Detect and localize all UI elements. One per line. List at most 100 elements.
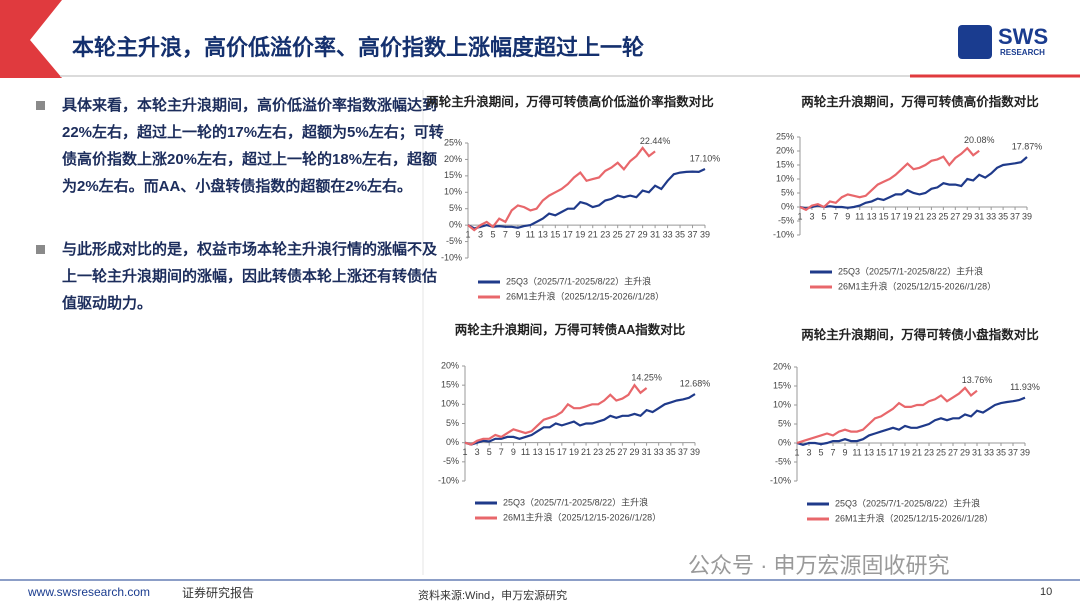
value-label: 14.25%: [631, 372, 662, 382]
x-tick-label: 13: [538, 230, 548, 240]
y-tick-label: 5%: [778, 418, 791, 428]
bullet-text: 具体来看，本轮主升浪期间，高价低溢价率指数涨幅达到22%左右，超过上一轮的17%…: [62, 97, 444, 195]
x-tick-label: 39: [690, 447, 700, 457]
y-tick-label: 0%: [446, 437, 459, 447]
x-tick-label: 13: [867, 211, 877, 221]
x-tick-label: 13: [533, 447, 543, 457]
x-tick-label: 5: [487, 447, 492, 457]
series-line: [796, 386, 978, 445]
x-tick-label: 33: [654, 447, 664, 457]
y-tick-label: -10%: [773, 229, 794, 239]
legend-label: 26M1主升浪（2025/12/15-2026//1/28）: [838, 280, 996, 291]
logo-icon: [958, 25, 992, 59]
x-tick-label: 33: [984, 447, 994, 457]
y-tick-label: 10%: [773, 399, 791, 409]
x-tick-label: 3: [806, 447, 811, 457]
x-tick-label: 9: [511, 447, 516, 457]
x-tick-label: 7: [503, 230, 508, 240]
series-line: [799, 156, 1028, 210]
legend-label: 25Q3（2025/7/1-2025/8/22）主升浪: [835, 497, 980, 508]
x-tick-label: 1: [797, 211, 802, 221]
y-tick-label: -10%: [438, 475, 459, 485]
y-tick-label: -5%: [443, 456, 459, 466]
y-tick-label: 20%: [441, 360, 459, 370]
watermark: 公众号 · 申万宏源固收研究: [688, 553, 950, 578]
value-label: 13.76%: [962, 375, 993, 385]
y-tick-label: 15%: [773, 380, 791, 390]
bullet-text: 与此形成对比的是，权益市场本轮主升浪行情的涨幅不及上一轮主升浪期间的涨幅，因此转…: [62, 241, 438, 312]
x-tick-label: 21: [588, 230, 598, 240]
y-tick-label: -5%: [446, 236, 462, 246]
y-tick-label: 15%: [444, 170, 462, 180]
chart-title: 两轮主升浪期间，万得可转债小盘指数对比: [801, 328, 1039, 342]
legend-label: 25Q3（2025/7/1-2025/8/22）主升浪: [506, 275, 651, 286]
x-tick-label: 37: [1010, 211, 1020, 221]
x-tick-label: 21: [914, 211, 924, 221]
chart-title: 两轮主升浪期间，万得可转债AA指数对比: [454, 323, 686, 337]
legend-label: 26M1主升浪（2025/12/15-2026//1/28）: [503, 511, 661, 522]
y-tick-label: 10%: [444, 187, 462, 197]
y-tick-label: 15%: [441, 380, 459, 390]
y-tick-label: 0%: [781, 201, 794, 211]
y-tick-label: 5%: [449, 203, 462, 213]
x-tick-label: 37: [1008, 447, 1018, 457]
footer-website: www.swsresearch.com: [28, 585, 151, 599]
x-tick-label: 1: [465, 230, 470, 240]
y-tick-label: -10%: [770, 475, 791, 485]
y-tick-label: 5%: [446, 418, 459, 428]
x-tick-label: 31: [642, 447, 652, 457]
x-tick-label: 25: [936, 447, 946, 457]
x-tick-label: 37: [688, 230, 698, 240]
x-tick-label: 17: [557, 447, 567, 457]
x-tick-label: 3: [475, 447, 480, 457]
y-tick-label: 10%: [441, 399, 459, 409]
x-tick-label: 15: [550, 230, 560, 240]
x-tick-label: 9: [842, 447, 847, 457]
x-tick-label: 25: [605, 447, 615, 457]
x-tick-label: 31: [650, 230, 660, 240]
x-tick-label: 35: [675, 230, 685, 240]
x-tick-label: 31: [972, 447, 982, 457]
x-tick-label: 27: [625, 230, 635, 240]
x-tick-label: 15: [545, 447, 555, 457]
series-line: [464, 393, 696, 446]
x-tick-label: 11: [521, 447, 530, 457]
x-tick-label: 39: [1022, 211, 1032, 221]
x-tick-label: 15: [876, 447, 886, 457]
x-tick-label: 7: [499, 447, 504, 457]
value-label: 17.10%: [690, 153, 721, 163]
x-tick-label: 11: [852, 447, 861, 457]
y-tick-label: 5%: [781, 187, 794, 197]
y-tick-label: 20%: [444, 154, 462, 164]
x-tick-label: 17: [891, 211, 901, 221]
x-tick-label: 11: [855, 211, 864, 221]
x-tick-label: 1: [462, 447, 467, 457]
value-label: 20.08%: [964, 135, 995, 145]
x-tick-label: 39: [1020, 447, 1030, 457]
x-tick-label: 19: [575, 230, 585, 240]
x-tick-label: 27: [948, 447, 958, 457]
x-tick-label: 35: [996, 447, 1006, 457]
x-tick-label: 13: [864, 447, 874, 457]
x-tick-label: 25: [613, 230, 623, 240]
value-label: 11.93%: [1010, 382, 1040, 392]
legend-label: 26M1主升浪（2025/12/15-2026//1/28）: [506, 290, 664, 301]
x-tick-label: 39: [700, 230, 710, 240]
bullet: 与此形成对比的是，权益市场本轮主升浪行情的涨幅不及上一轮主升浪期间的涨幅，因此转…: [36, 236, 447, 317]
x-tick-label: 3: [809, 211, 814, 221]
x-tick-label: 29: [638, 230, 648, 240]
x-tick-label: 23: [600, 230, 610, 240]
x-tick-label: 11: [526, 230, 535, 240]
x-tick-label: 5: [821, 211, 826, 221]
x-tick-label: 9: [845, 211, 850, 221]
x-tick-label: 21: [581, 447, 591, 457]
logo-text: SWS: [998, 24, 1049, 49]
footer-label: 证券研究报告: [182, 586, 255, 600]
y-tick-label: -5%: [775, 456, 791, 466]
y-tick-label: 0%: [449, 220, 462, 230]
x-tick-label: 23: [924, 447, 934, 457]
x-tick-label: 19: [903, 211, 913, 221]
x-tick-label: 15: [879, 211, 889, 221]
y-tick-label: 15%: [776, 159, 794, 169]
